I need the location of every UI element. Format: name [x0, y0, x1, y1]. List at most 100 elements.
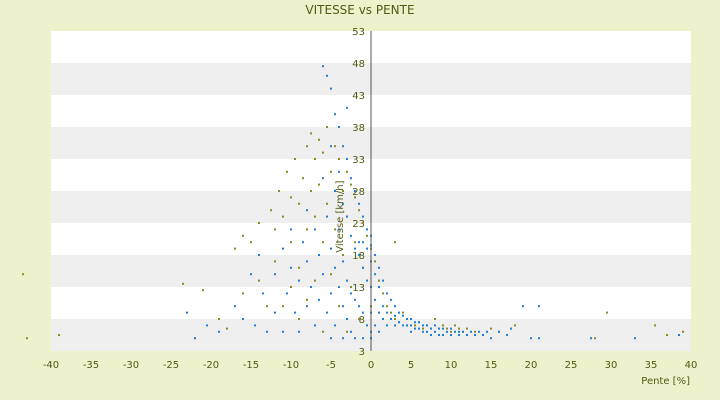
- data-point: [322, 151, 324, 154]
- data-point: [206, 324, 208, 327]
- data-point: [330, 170, 332, 173]
- data-point: [286, 292, 288, 295]
- data-point: [486, 330, 488, 333]
- data-point: [346, 106, 348, 109]
- data-point: [322, 330, 324, 333]
- data-point: [406, 324, 408, 327]
- data-point: [358, 202, 360, 205]
- data-point: [194, 337, 196, 340]
- data-point: [346, 215, 348, 218]
- data-point: [654, 324, 656, 327]
- data-point: [318, 138, 320, 141]
- data-point: [402, 314, 404, 317]
- x-tick-label: 15: [485, 360, 498, 371]
- data-point: [510, 327, 512, 330]
- data-point: [350, 177, 352, 180]
- data-point: [250, 273, 252, 276]
- data-point: [478, 330, 480, 333]
- data-point: [390, 298, 392, 301]
- data-point: [298, 266, 300, 269]
- data-point: [338, 170, 340, 173]
- data-point: [326, 311, 328, 314]
- data-point: [346, 330, 348, 333]
- data-point: [322, 177, 324, 180]
- data-point: [290, 228, 292, 231]
- data-point: [310, 190, 312, 192]
- data-point: [342, 337, 344, 340]
- data-point: [454, 324, 456, 327]
- data-point: [338, 305, 340, 308]
- x-tick-label: -5: [326, 360, 336, 371]
- data-point: [458, 334, 460, 336]
- x-tick-label: 30: [605, 360, 618, 371]
- data-point: [314, 158, 316, 160]
- x-tick-label: -15: [243, 360, 259, 371]
- data-point: [310, 132, 312, 135]
- data-point: [322, 273, 324, 276]
- data-point: [278, 190, 280, 192]
- data-point: [366, 324, 368, 327]
- data-point: [242, 292, 244, 295]
- data-point: [394, 314, 396, 317]
- data-point: [362, 337, 364, 340]
- x-tick-label: 35: [645, 360, 658, 371]
- data-point: [634, 337, 636, 340]
- x-axis-label: Pente [%]: [641, 376, 690, 387]
- data-point: [402, 311, 404, 314]
- data-point: [338, 158, 340, 160]
- data-point: [414, 327, 416, 330]
- data-point: [342, 254, 344, 256]
- x-tick-label: 0: [368, 360, 374, 371]
- data-point: [326, 126, 328, 128]
- data-point: [262, 292, 264, 295]
- data-point: [466, 334, 468, 336]
- data-point: [354, 196, 356, 199]
- data-point: [414, 324, 416, 327]
- data-point: [474, 334, 476, 336]
- data-point: [358, 318, 360, 320]
- data-point: [366, 228, 368, 231]
- data-point: [606, 311, 608, 314]
- data-point: [334, 113, 336, 116]
- data-point: [386, 292, 388, 295]
- data-point: [438, 334, 440, 336]
- x-tick-label: -30: [123, 360, 139, 371]
- data-point: [354, 337, 356, 340]
- x-tick-label: 5: [408, 360, 414, 371]
- data-point: [594, 337, 596, 340]
- y-tick-label: 43: [352, 91, 365, 102]
- data-point: [218, 330, 220, 333]
- data-point: [26, 337, 28, 340]
- data-point: [342, 190, 344, 192]
- data-point: [274, 311, 276, 314]
- data-point: [466, 327, 468, 330]
- data-point: [590, 337, 592, 340]
- data-point: [318, 254, 320, 256]
- data-point: [290, 241, 292, 244]
- data-point: [334, 324, 336, 327]
- data-point: [254, 324, 256, 327]
- y-tick-label: 8: [359, 315, 365, 326]
- data-point: [462, 330, 464, 333]
- data-point: [290, 286, 292, 288]
- data-point: [258, 222, 260, 224]
- data-point: [678, 334, 680, 336]
- data-point: [346, 170, 348, 173]
- x-tick-label: -10: [283, 360, 299, 371]
- data-point: [358, 305, 360, 308]
- data-point: [350, 286, 352, 288]
- data-point: [382, 305, 384, 308]
- data-point: [390, 318, 392, 320]
- data-point: [58, 334, 60, 336]
- data-point: [442, 327, 444, 330]
- data-point: [282, 330, 284, 333]
- data-point: [422, 330, 424, 333]
- data-point: [282, 305, 284, 308]
- data-point: [490, 337, 492, 340]
- data-point: [330, 337, 332, 340]
- data-point: [302, 177, 304, 180]
- data-point: [434, 330, 436, 333]
- data-point: [218, 318, 220, 320]
- y-tick-label: 28: [352, 187, 365, 198]
